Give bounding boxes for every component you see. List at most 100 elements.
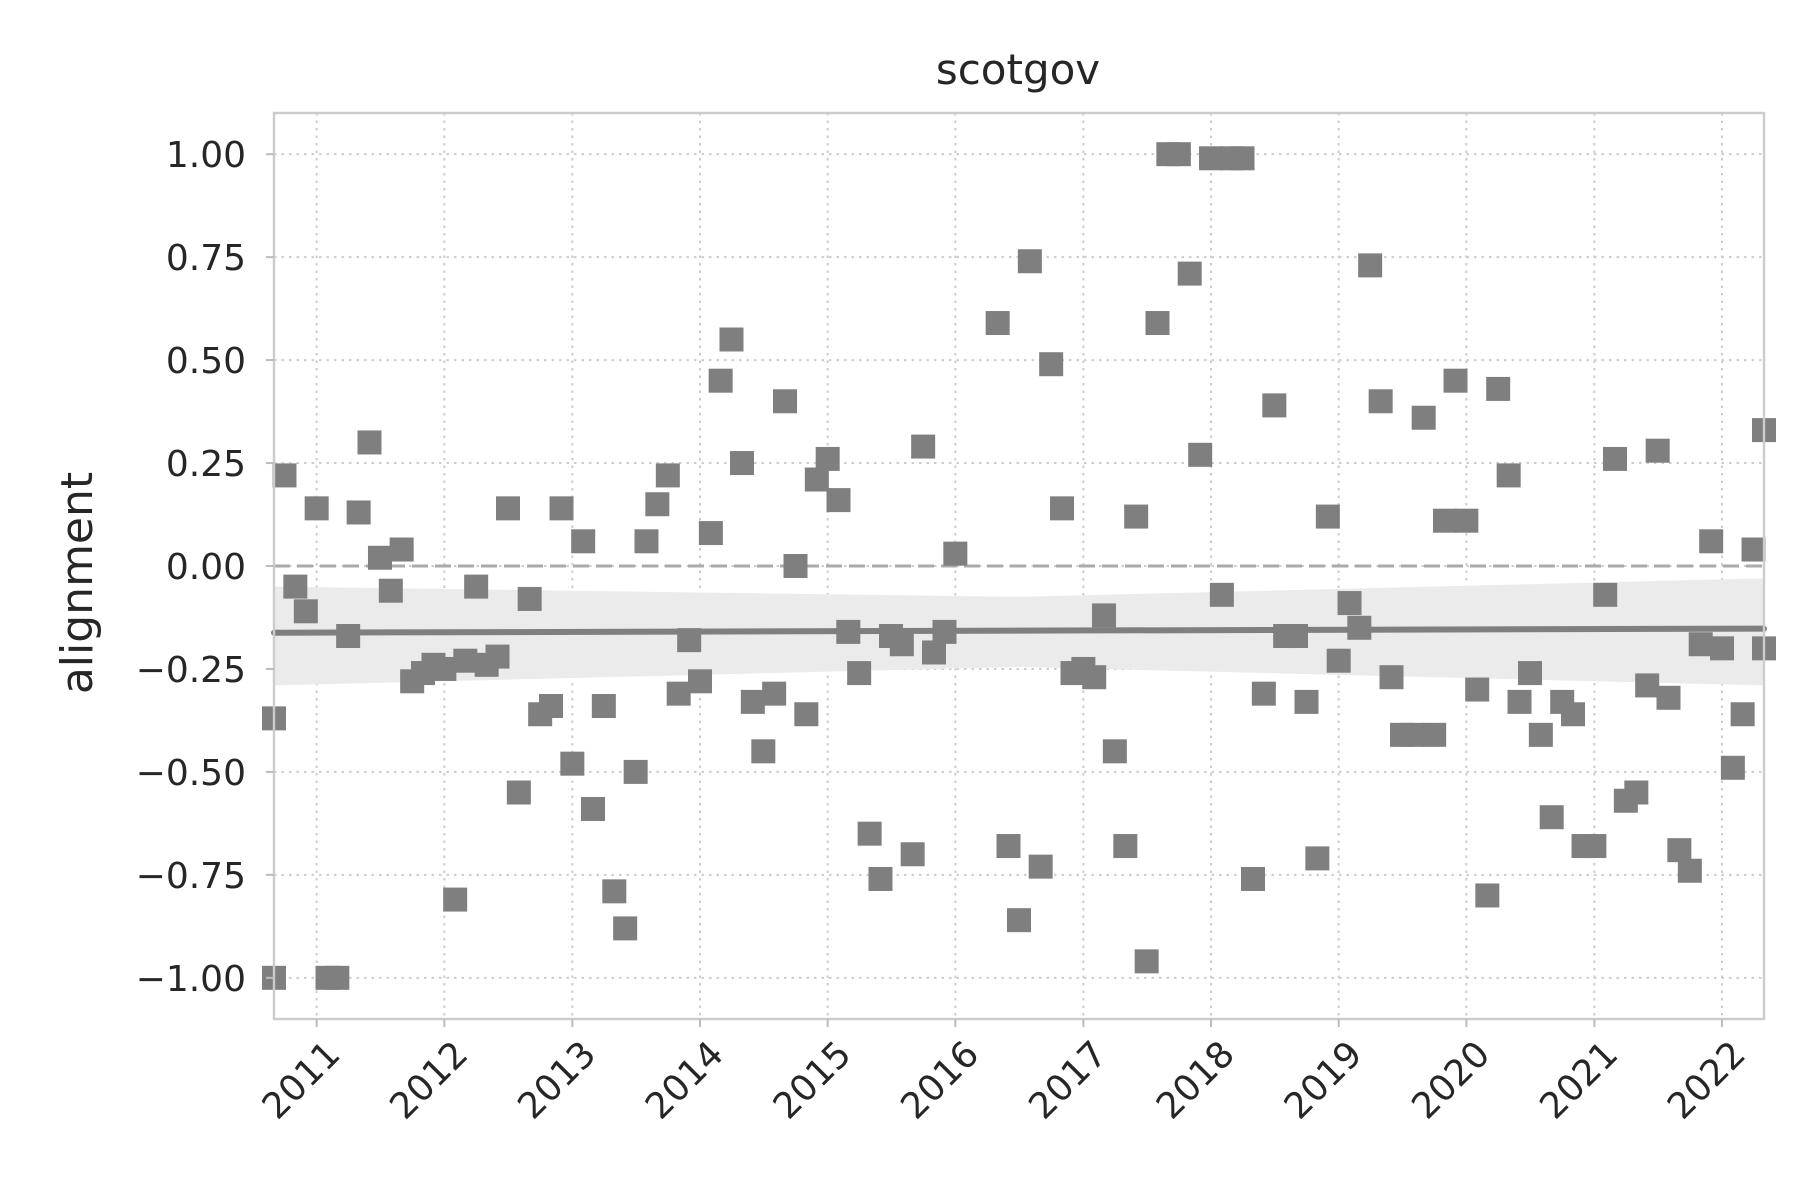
data-point <box>1028 854 1053 879</box>
data-point <box>719 327 744 352</box>
data-point <box>634 529 659 554</box>
data-point <box>539 694 564 719</box>
data-point <box>1677 858 1702 883</box>
data-point <box>389 537 414 562</box>
data-point <box>495 496 520 521</box>
data-point <box>1645 438 1670 463</box>
data-point <box>826 488 851 513</box>
data-point <box>1454 508 1479 533</box>
y-tick-label: 1.00 <box>166 135 246 176</box>
data-point <box>773 389 798 414</box>
data-point <box>943 541 968 566</box>
data-point <box>506 780 531 805</box>
y-tick-label: −0.50 <box>136 753 246 794</box>
y-tick-label: −0.75 <box>136 856 246 897</box>
data-point <box>1166 142 1191 167</box>
data-point <box>1050 496 1075 521</box>
data-point <box>443 887 468 912</box>
data-point <box>357 430 382 455</box>
data-point <box>751 739 776 764</box>
data-point <box>922 640 947 665</box>
data-point <box>580 796 605 821</box>
data-point <box>1741 537 1766 562</box>
data-point <box>911 434 936 459</box>
data-point <box>1240 866 1265 891</box>
data-point <box>464 574 489 599</box>
data-point <box>1199 146 1224 171</box>
data-point <box>1134 949 1159 974</box>
data-point <box>1358 253 1383 278</box>
data-point <box>1315 504 1340 529</box>
data-point <box>1496 463 1521 488</box>
data-point <box>762 681 787 706</box>
data-point <box>1017 249 1042 274</box>
data-point <box>889 632 914 657</box>
data-point <box>1294 689 1319 714</box>
data-point <box>1710 636 1735 661</box>
y-axis-label: alignment <box>52 472 103 694</box>
data-point <box>571 529 596 554</box>
data-point <box>1593 582 1618 607</box>
data-point <box>272 463 297 488</box>
chart-title: scotgov <box>936 45 1100 94</box>
data-point <box>293 599 318 624</box>
data-point <box>815 446 840 471</box>
data-point <box>367 545 392 570</box>
data-point <box>1007 908 1031 933</box>
data-point <box>1582 834 1607 859</box>
trend-line-layer <box>271 625 1767 636</box>
data-point <box>1635 673 1660 698</box>
data-point <box>549 496 574 521</box>
data-point <box>1113 834 1138 859</box>
data-points <box>262 142 1776 990</box>
data-point <box>1528 722 1553 747</box>
data-point <box>591 694 616 719</box>
data-point <box>1475 883 1500 908</box>
data-point <box>1177 261 1202 286</box>
data-point <box>655 463 680 488</box>
data-point <box>1624 780 1649 805</box>
data-point <box>1039 352 1064 377</box>
data-point <box>346 500 371 525</box>
data-point <box>1091 603 1116 628</box>
data-point <box>857 821 882 846</box>
data-point <box>1507 689 1532 714</box>
data-point <box>666 681 691 706</box>
data-point <box>1539 805 1564 830</box>
data-point <box>1561 702 1586 727</box>
data-point <box>485 644 510 669</box>
data-point <box>1145 311 1170 336</box>
data-point <box>453 648 478 673</box>
data-point <box>1486 376 1511 401</box>
data-point <box>1326 648 1351 673</box>
data-point <box>900 842 925 867</box>
data-point <box>1102 739 1127 764</box>
data-point <box>1465 677 1490 702</box>
data-point <box>1603 446 1627 471</box>
data-point <box>1433 508 1458 533</box>
y-axis-ticks: 1.00 0.75 0.50 0.25 0.00 −0.25 −0.50 −0.75 −1.00 <box>136 135 274 1000</box>
data-point <box>613 916 638 941</box>
data-point <box>1720 755 1745 780</box>
data-point <box>804 467 829 492</box>
data-point <box>1443 368 1468 393</box>
data-point <box>1251 681 1276 706</box>
data-point <box>1337 591 1362 616</box>
data-point <box>847 661 872 686</box>
data-point <box>868 866 893 891</box>
data-point <box>1667 838 1692 863</box>
data-point <box>996 834 1021 859</box>
y-tick-label: −0.25 <box>136 650 246 691</box>
data-point <box>1305 846 1330 871</box>
data-point <box>729 451 754 476</box>
data-point <box>1368 389 1393 414</box>
data-point <box>1400 722 1425 747</box>
data-point <box>688 669 713 694</box>
y-tick-label: −1.00 <box>136 959 246 1000</box>
y-tick-label: 0.25 <box>166 444 246 485</box>
data-point <box>1699 529 1724 554</box>
data-point <box>432 656 457 681</box>
data-point <box>623 759 648 784</box>
data-point <box>794 702 819 727</box>
